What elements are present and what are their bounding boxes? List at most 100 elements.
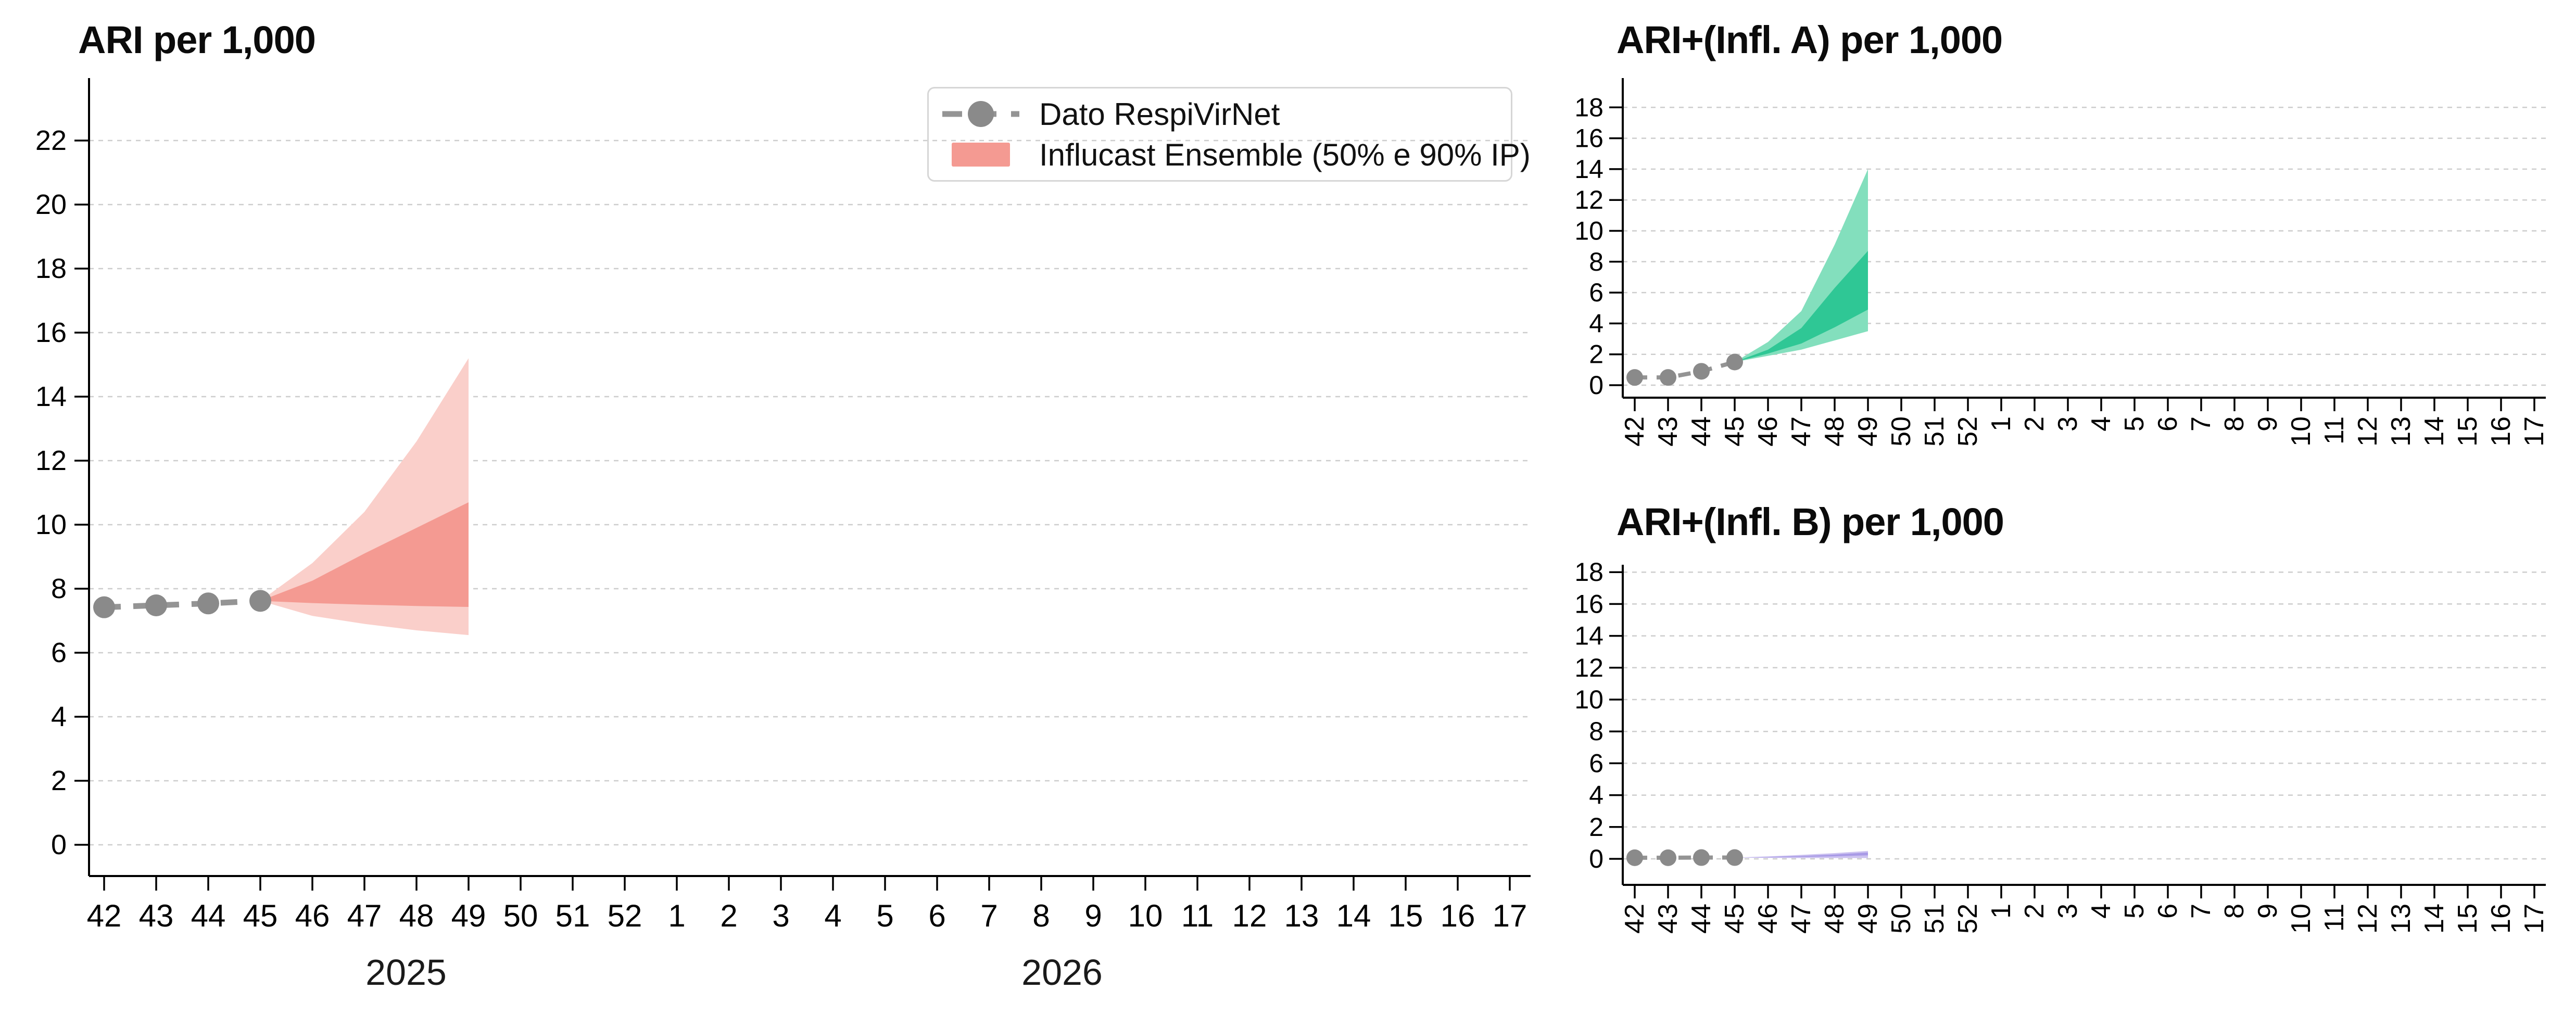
svg-text:44: 44: [1686, 904, 1716, 934]
svg-text:12: 12: [1574, 185, 1603, 214]
infl_a-observed-series: [1626, 353, 1743, 386]
svg-text:9: 9: [2253, 904, 2283, 919]
svg-text:17: 17: [1493, 898, 1527, 933]
infl_b-gridlines: [1623, 571, 2546, 860]
svg-text:48: 48: [1820, 904, 1850, 934]
svg-text:47: 47: [1786, 416, 1816, 447]
legend-box: Dato RespiVirNet Influcast Ensemble (50%…: [927, 87, 1531, 182]
svg-text:6: 6: [2153, 904, 2183, 919]
infl_a-band-50: [1735, 251, 1868, 362]
svg-text:4: 4: [1589, 309, 1603, 338]
svg-text:14: 14: [1574, 155, 1603, 184]
svg-text:14: 14: [1336, 898, 1371, 933]
svg-text:50: 50: [503, 898, 538, 933]
svg-text:2: 2: [2019, 416, 2050, 432]
svg-text:7: 7: [980, 898, 997, 933]
svg-text:22: 22: [35, 125, 67, 156]
svg-text:50: 50: [1886, 416, 1916, 447]
svg-text:15: 15: [2453, 904, 2483, 934]
ari-chart-title: ARI per 1,000: [78, 18, 316, 61]
svg-text:42: 42: [1620, 904, 1650, 934]
svg-text:46: 46: [295, 898, 330, 933]
svg-text:2: 2: [1589, 813, 1603, 842]
ari-observed-series: [93, 590, 271, 618]
svg-text:52: 52: [1953, 904, 1983, 934]
svg-text:10: 10: [1128, 898, 1163, 933]
svg-text:49: 49: [451, 898, 486, 933]
legend-label-observed: Dato RespiVirNet: [1039, 96, 1280, 132]
svg-text:0: 0: [1589, 371, 1603, 400]
ensemble-band-swatch-icon: [952, 143, 1010, 167]
svg-text:10: 10: [1574, 217, 1603, 246]
ari-band-50: [260, 502, 469, 607]
svg-text:16: 16: [2486, 416, 2516, 447]
svg-text:16: 16: [1574, 124, 1603, 153]
svg-text:6: 6: [1589, 278, 1603, 307]
svg-text:45: 45: [1720, 904, 1750, 934]
svg-text:44: 44: [1686, 416, 1716, 447]
svg-text:7: 7: [2186, 904, 2216, 919]
svg-text:1: 1: [1986, 904, 2016, 919]
infl_b-band-50: [1735, 852, 1868, 858]
svg-text:8: 8: [2219, 416, 2250, 432]
dashed-line-dot-icon: [942, 101, 1019, 128]
svg-text:8: 8: [1032, 898, 1050, 933]
infl_b-axes: [1622, 565, 2546, 886]
svg-text:8: 8: [1589, 247, 1603, 276]
svg-text:44: 44: [191, 898, 226, 933]
infl_a-axes: [1622, 78, 2546, 399]
svg-text:3: 3: [2053, 904, 2083, 919]
svg-text:1: 1: [668, 898, 685, 933]
svg-text:0: 0: [51, 829, 67, 860]
svg-text:16: 16: [2486, 904, 2516, 934]
svg-text:46: 46: [1753, 416, 1783, 447]
svg-text:51: 51: [1920, 904, 1950, 934]
svg-text:15: 15: [2453, 416, 2483, 447]
svg-text:18: 18: [1574, 557, 1603, 587]
infl_b-x-ticks: 42 43 44 45 46 47 48 49 50 51 52 1 2 3 4 5 6 7 8 9 10 11 12 13 1…: [1620, 885, 2549, 934]
svg-text:43: 43: [1653, 904, 1683, 934]
svg-text:12: 12: [1232, 898, 1267, 933]
svg-text:6: 6: [1589, 748, 1603, 778]
svg-text:52: 52: [608, 898, 642, 933]
svg-text:51: 51: [1920, 416, 1950, 447]
svg-text:13: 13: [1284, 898, 1319, 933]
svg-text:12: 12: [2353, 904, 2383, 934]
svg-text:47: 47: [1786, 904, 1816, 934]
svg-text:11: 11: [1181, 898, 1214, 933]
svg-text:6: 6: [2153, 416, 2183, 432]
svg-text:4: 4: [2086, 904, 2116, 919]
svg-text:52: 52: [1953, 416, 1983, 447]
svg-text:2: 2: [1589, 340, 1603, 369]
svg-text:15: 15: [1388, 898, 1423, 933]
svg-text:16: 16: [1574, 589, 1603, 618]
svg-text:10: 10: [2286, 904, 2316, 934]
svg-text:42: 42: [87, 898, 122, 933]
svg-text:49: 49: [1853, 904, 1883, 934]
svg-text:5: 5: [876, 898, 893, 933]
svg-text:48: 48: [399, 898, 434, 933]
svg-text:16: 16: [35, 317, 67, 348]
svg-text:17: 17: [2519, 416, 2549, 447]
infl-b-chart-title: ARI+(Infl. B) per 1,000: [1617, 500, 2004, 543]
svg-text:6: 6: [928, 898, 945, 933]
svg-text:9: 9: [1084, 898, 1102, 933]
svg-text:4: 4: [1589, 781, 1603, 810]
svg-text:12: 12: [1574, 653, 1603, 682]
ari-gridlines: [89, 139, 1531, 846]
svg-text:48: 48: [1820, 416, 1850, 447]
svg-text:51: 51: [555, 898, 590, 933]
svg-text:17: 17: [2519, 904, 2549, 934]
x-axis-year-2025: 2025: [365, 952, 447, 993]
svg-text:6: 6: [51, 637, 67, 668]
svg-text:45: 45: [1720, 416, 1750, 447]
svg-text:16: 16: [1441, 898, 1475, 933]
svg-text:10: 10: [2286, 416, 2316, 447]
legend-item-observed: Dato RespiVirNet: [929, 96, 1511, 132]
infl_a-gridlines: [1623, 107, 2546, 386]
